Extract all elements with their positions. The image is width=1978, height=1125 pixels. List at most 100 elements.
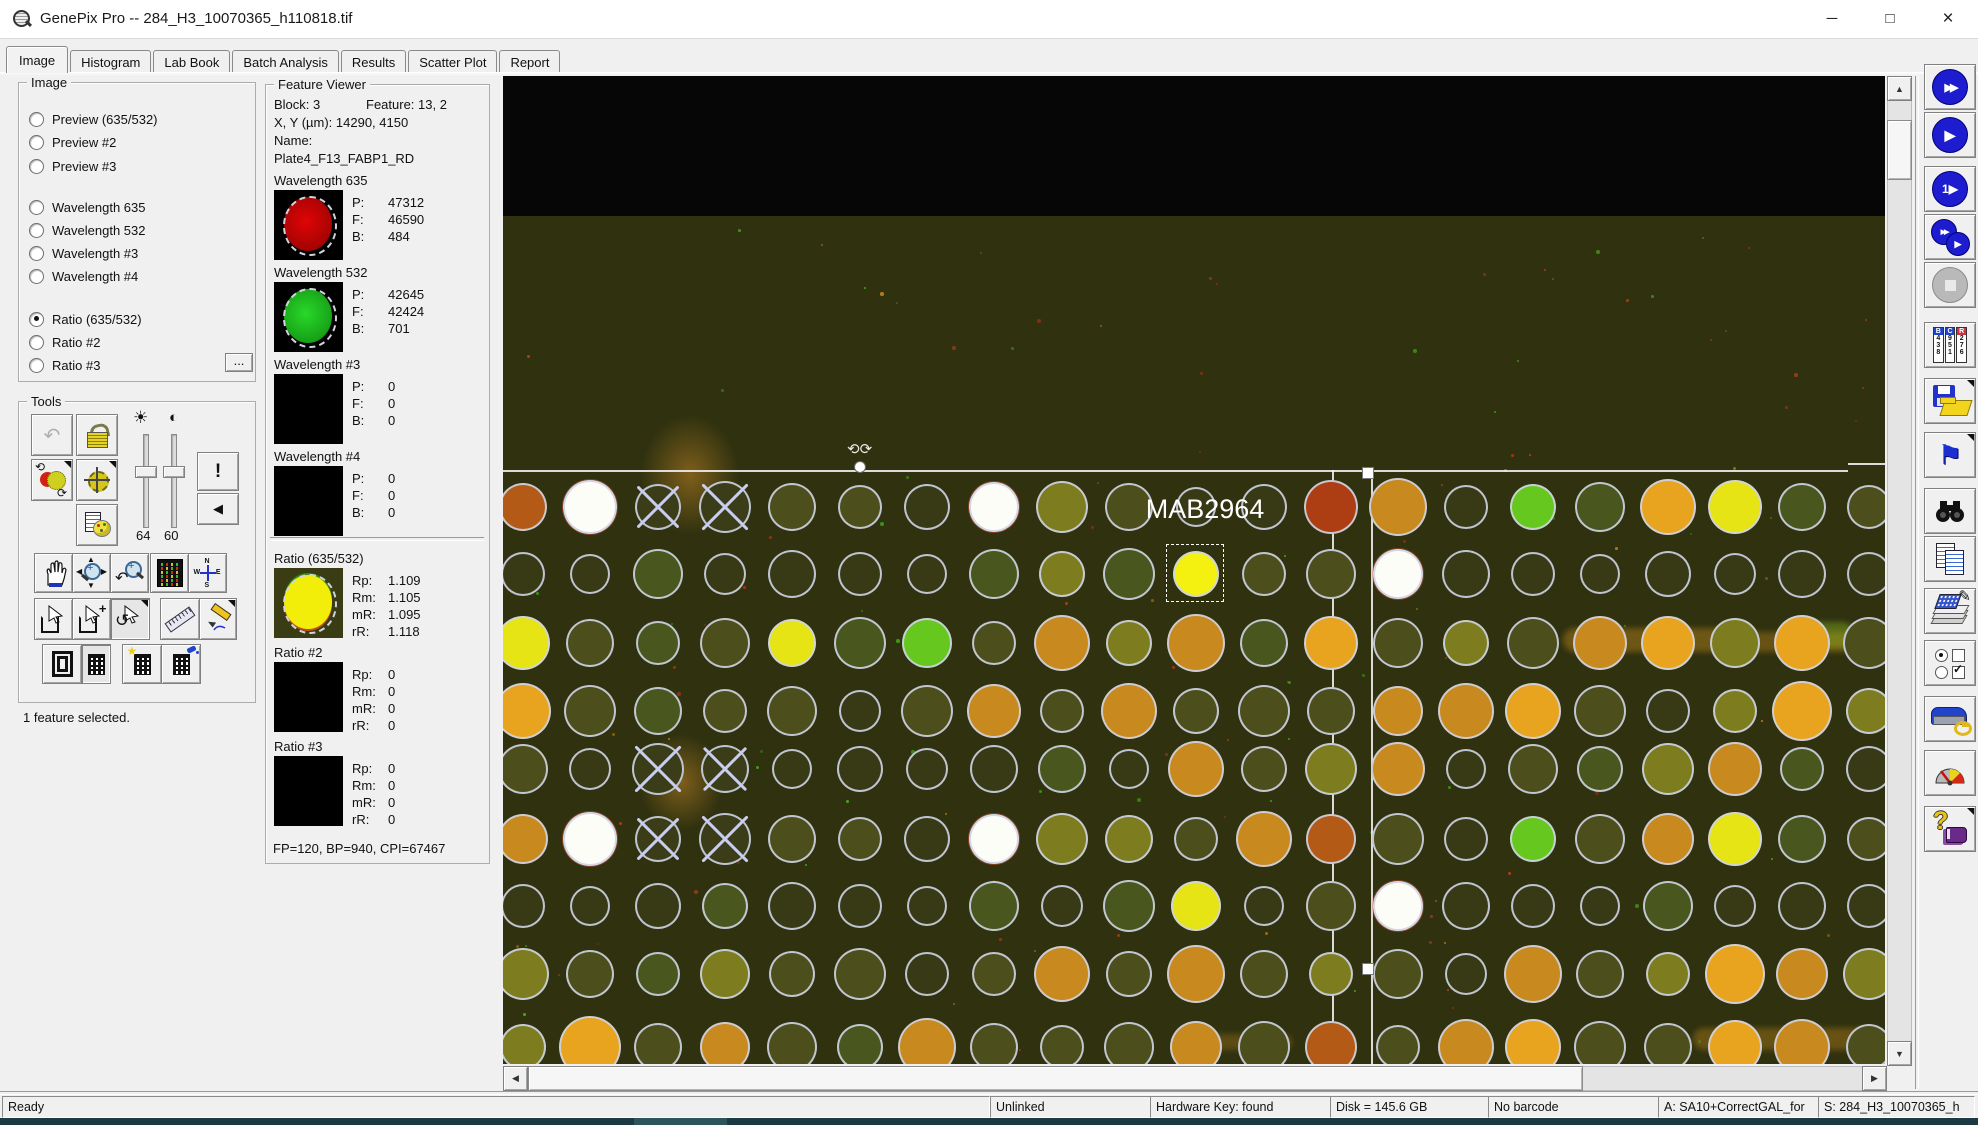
- microarray-spot[interactable]: [1778, 550, 1826, 598]
- microarray-spot[interactable]: [1708, 742, 1762, 796]
- microarray-spot[interactable]: [1376, 1025, 1420, 1064]
- microarray-image-viewport[interactable]: ⟲⟳ MAB2964: [503, 76, 1885, 1064]
- microarray-spot[interactable]: [1241, 746, 1287, 792]
- microarray-spot[interactable]: [636, 621, 680, 665]
- microarray-spot[interactable]: [838, 552, 882, 596]
- hardware-settings-button[interactable]: [1924, 696, 1976, 742]
- microarray-spot[interactable]: [1507, 617, 1559, 669]
- scan-image-button[interactable]: ▶▶: [1924, 64, 1976, 110]
- microarray-spot[interactable]: [1442, 882, 1490, 930]
- microarray-spot[interactable]: [700, 949, 750, 999]
- auto-brightness-button[interactable]: !: [197, 452, 239, 491]
- radio-option-preview-635-532-[interactable]: Preview (635/532): [29, 111, 158, 127]
- radio-option-wavelength-635[interactable]: Wavelength 635: [29, 199, 145, 215]
- contrast-slider-thumb[interactable]: [163, 466, 185, 478]
- microarray-spot[interactable]: [1109, 749, 1149, 789]
- measure-ruler-button[interactable]: [160, 598, 200, 640]
- microarray-spot[interactable]: [1446, 749, 1486, 789]
- select-irregular-button[interactable]: ↺: [110, 598, 150, 640]
- microarray-spot[interactable]: [904, 816, 950, 862]
- microarray-spot[interactable]: [1640, 479, 1696, 535]
- acquire-image-button[interactable]: ▶: [1924, 112, 1976, 158]
- block-resize-handle[interactable]: [1362, 963, 1374, 975]
- selected-feature-box[interactable]: [1166, 544, 1224, 602]
- microarray-spot[interactable]: [1241, 484, 1287, 530]
- microarray-spot[interactable]: [768, 550, 816, 598]
- microarray-spot[interactable]: [1106, 620, 1152, 666]
- microarray-spot[interactable]: [1034, 946, 1090, 1002]
- microarray-spot[interactable]: [636, 952, 680, 996]
- microarray-spot[interactable]: [1034, 615, 1090, 671]
- microarray-spot[interactable]: [1508, 744, 1558, 794]
- microarray-spot[interactable]: [702, 883, 748, 929]
- collapse-panel-button[interactable]: ◀: [197, 493, 239, 525]
- microarray-spot[interactable]: [1505, 683, 1561, 739]
- microarray-spot[interactable]: [1710, 618, 1760, 668]
- microarray-spot[interactable]: [1373, 881, 1423, 931]
- microarray-spot[interactable]: [1307, 687, 1355, 735]
- rotate-handle[interactable]: [854, 461, 866, 473]
- microarray-spot[interactable]: [902, 618, 952, 668]
- microarray-spot[interactable]: [564, 685, 616, 737]
- microarray-spot[interactable]: [1101, 683, 1157, 739]
- microarray-spot[interactable]: [1038, 745, 1086, 793]
- microarray-spot[interactable]: [1444, 817, 1488, 861]
- microarray-spot[interactable]: [1105, 815, 1153, 863]
- microarray-spot[interactable]: [1646, 952, 1690, 996]
- tab-histogram[interactable]: Histogram: [70, 50, 152, 73]
- flag-features-button[interactable]: ⚑: [1924, 432, 1976, 478]
- microarray-spot[interactable]: [503, 948, 549, 1000]
- microarray-spot[interactable]: [1505, 1019, 1561, 1064]
- microarray-spot[interactable]: [1708, 1020, 1762, 1064]
- microarray-spot[interactable]: [1504, 945, 1562, 1003]
- display-more-button[interactable]: ...: [225, 353, 253, 372]
- scan-series-button[interactable]: ▶▶ ▶: [1924, 214, 1976, 260]
- microarray-spot[interactable]: [701, 745, 749, 793]
- microarray-spot[interactable]: [1238, 1021, 1290, 1064]
- microarray-spot[interactable]: [904, 484, 950, 530]
- microarray-spot[interactable]: [1576, 950, 1624, 998]
- microarray-spot[interactable]: [772, 749, 812, 789]
- microarray-spot[interactable]: [1238, 685, 1290, 737]
- radio-option-ratio-#3[interactable]: Ratio #3: [29, 357, 100, 373]
- microarray-spot[interactable]: [1642, 743, 1694, 795]
- radio-option-ratio-#2[interactable]: Ratio #2: [29, 334, 100, 350]
- microarray-spot[interactable]: [1040, 1025, 1084, 1064]
- microarray-spot[interactable]: [1240, 950, 1288, 998]
- microarray-spot[interactable]: [1373, 549, 1423, 599]
- microarray-spot[interactable]: [569, 748, 611, 790]
- microarray-spot[interactable]: [970, 745, 1018, 793]
- view-blocks-button[interactable]: [150, 553, 189, 593]
- microarray-spot[interactable]: [1708, 480, 1762, 534]
- microarray-spot[interactable]: [1306, 549, 1356, 599]
- microarray-spot[interactable]: [1778, 882, 1826, 930]
- analysis-options-button[interactable]: ✓: [1924, 640, 1976, 686]
- tab-batch-analysis[interactable]: Batch Analysis: [232, 50, 339, 73]
- microarray-spot[interactable]: [972, 621, 1016, 665]
- microarray-spot[interactable]: [1369, 478, 1427, 536]
- microarray-spot[interactable]: [503, 884, 545, 928]
- radio-option-preview-#3[interactable]: Preview #3: [29, 158, 116, 174]
- microarray-spot[interactable]: [1846, 688, 1885, 734]
- contrast-slider[interactable]: [171, 434, 177, 528]
- microarray-spot[interactable]: [699, 813, 751, 865]
- microarray-spot[interactable]: [1373, 686, 1423, 736]
- microarray-spot[interactable]: [905, 952, 949, 996]
- select-rectangle-button[interactable]: [34, 598, 73, 640]
- microarray-spot[interactable]: [1580, 554, 1620, 594]
- radio-option-wavelength-532[interactable]: Wavelength 532: [29, 222, 145, 238]
- microarray-spot[interactable]: [1040, 689, 1084, 733]
- microarray-spot[interactable]: [700, 618, 750, 668]
- microarray-spot[interactable]: [1372, 813, 1424, 865]
- microarray-spot[interactable]: [1373, 949, 1423, 999]
- microarray-spot[interactable]: [907, 554, 947, 594]
- zoom-fit-button[interactable]: + ◀ ▶ ▲ ▼: [72, 553, 111, 593]
- microarray-spot[interactable]: [1641, 616, 1695, 670]
- microarray-spot[interactable]: [1643, 881, 1693, 931]
- microarray-spot[interactable]: [1847, 552, 1885, 596]
- microarray-spot[interactable]: [768, 815, 816, 863]
- microarray-spot[interactable]: [503, 552, 545, 596]
- microarray-spot[interactable]: [1106, 951, 1152, 997]
- microarray-spot[interactable]: [1780, 747, 1824, 791]
